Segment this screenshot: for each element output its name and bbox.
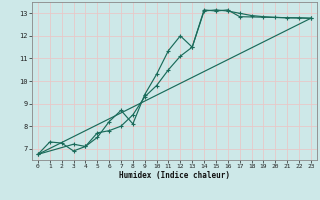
X-axis label: Humidex (Indice chaleur): Humidex (Indice chaleur): [119, 171, 230, 180]
